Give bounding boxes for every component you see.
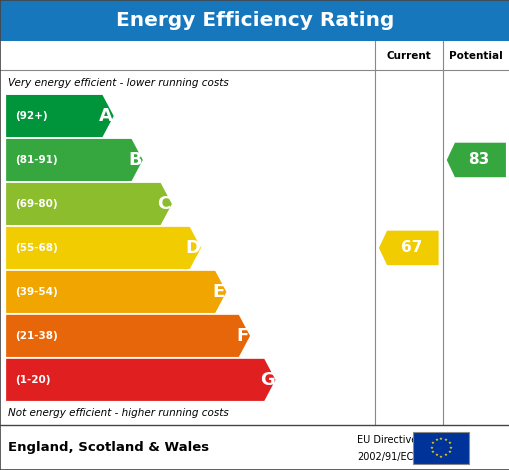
- Text: (69-80): (69-80): [15, 199, 58, 209]
- Text: England, Scotland & Wales: England, Scotland & Wales: [8, 441, 208, 454]
- Text: E: E: [212, 283, 224, 301]
- Text: ★: ★: [438, 454, 442, 459]
- Text: F: F: [236, 327, 248, 345]
- Text: EU Directive: EU Directive: [356, 435, 416, 445]
- Text: ★: ★: [430, 441, 434, 445]
- Text: ★: ★: [438, 437, 442, 441]
- Bar: [412, 431, 468, 464]
- Text: (92+): (92+): [15, 111, 48, 121]
- Text: ★: ★: [443, 454, 447, 457]
- Text: Energy Efficiency Rating: Energy Efficiency Rating: [116, 11, 393, 30]
- Text: (39-54): (39-54): [15, 287, 58, 297]
- Polygon shape: [6, 359, 275, 401]
- Text: ★: ★: [447, 450, 450, 454]
- Text: ★: ★: [443, 438, 447, 442]
- Text: D: D: [185, 239, 200, 257]
- Polygon shape: [6, 139, 143, 181]
- Polygon shape: [446, 143, 505, 177]
- Text: (21-38): (21-38): [15, 331, 58, 341]
- Text: ★: ★: [448, 446, 452, 450]
- Text: G: G: [260, 371, 274, 389]
- Text: Potential: Potential: [448, 51, 502, 61]
- Text: ★: ★: [447, 441, 450, 445]
- Polygon shape: [6, 95, 114, 137]
- Polygon shape: [6, 183, 172, 225]
- Polygon shape: [6, 315, 249, 357]
- Text: 83: 83: [467, 152, 489, 167]
- Text: ★: ★: [434, 454, 437, 457]
- Text: Very energy efficient - lower running costs: Very energy efficient - lower running co…: [8, 78, 228, 88]
- Text: (1-20): (1-20): [15, 375, 51, 385]
- Polygon shape: [6, 271, 226, 313]
- Text: 67: 67: [400, 241, 421, 255]
- Text: ★: ★: [434, 438, 437, 442]
- Text: ★: ★: [429, 446, 433, 450]
- Text: C: C: [157, 195, 171, 213]
- Polygon shape: [6, 227, 201, 269]
- Text: A: A: [99, 107, 112, 125]
- Text: Current: Current: [386, 51, 430, 61]
- Polygon shape: [378, 231, 438, 265]
- Text: B: B: [128, 151, 142, 169]
- Text: (81-91): (81-91): [15, 155, 58, 165]
- Bar: [0, 0, 509, 41]
- Text: Not energy efficient - higher running costs: Not energy efficient - higher running co…: [8, 408, 228, 418]
- Text: 2002/91/EC: 2002/91/EC: [356, 452, 413, 462]
- Text: ★: ★: [430, 450, 434, 454]
- Text: (55-68): (55-68): [15, 243, 58, 253]
